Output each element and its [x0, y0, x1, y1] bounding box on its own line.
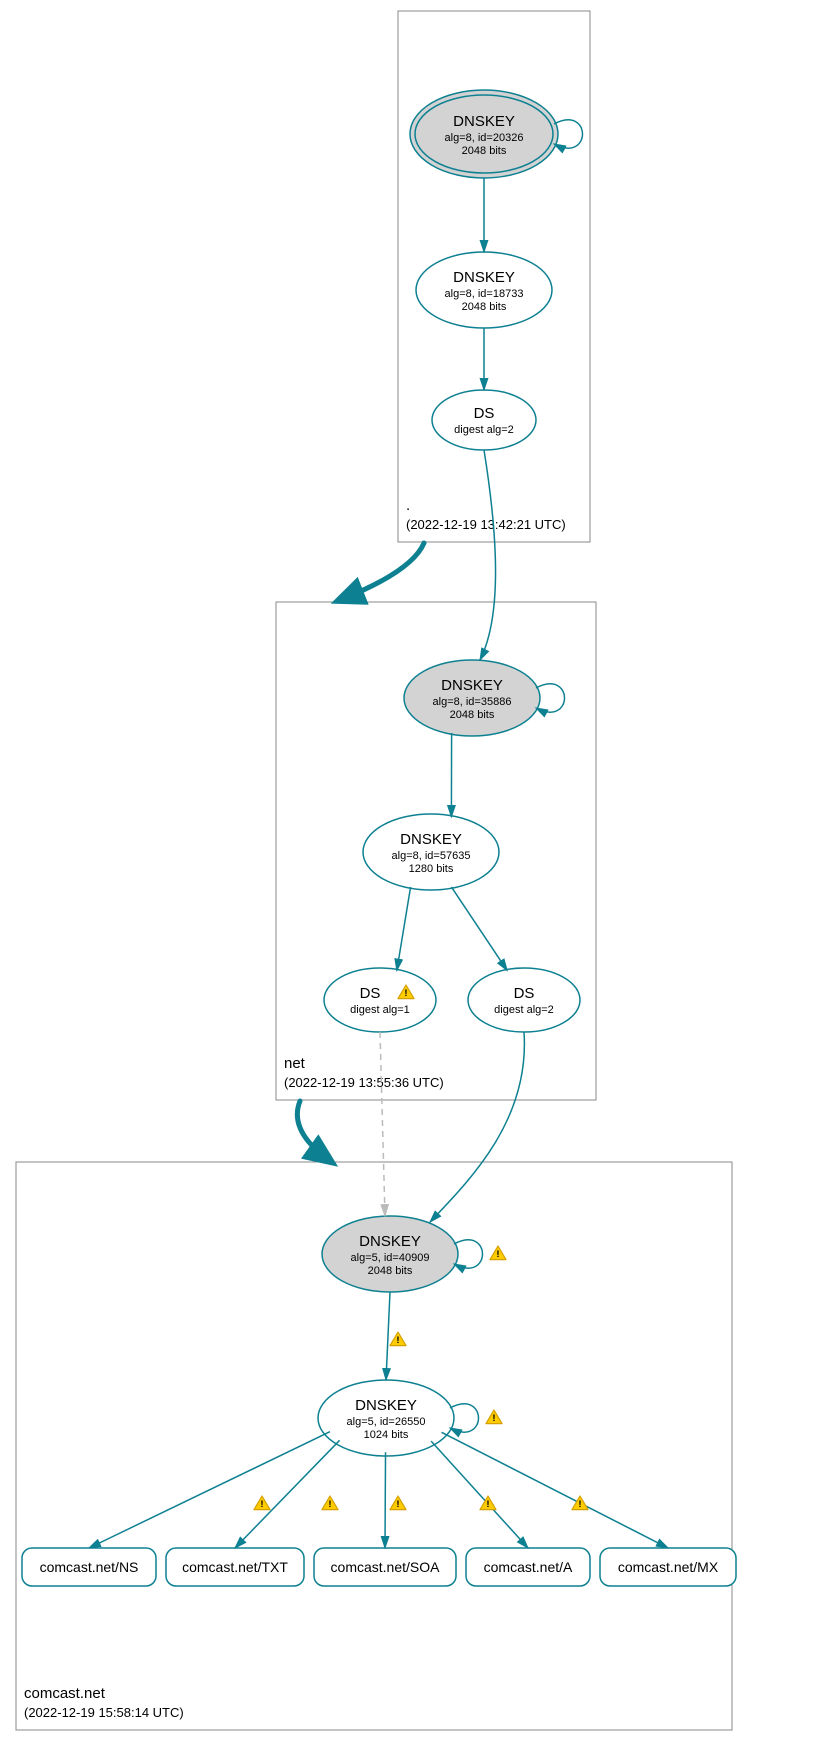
rrset-label: comcast.net/SOA	[331, 1559, 441, 1575]
svg-text:DNSKEY: DNSKEY	[453, 269, 515, 286]
svg-text:2048 bits: 2048 bits	[462, 301, 507, 313]
svg-text:1280 bits: 1280 bits	[409, 863, 454, 875]
svg-text:!: !	[496, 1249, 499, 1260]
svg-text:DNSKEY: DNSKEY	[359, 1233, 421, 1250]
svg-text:alg=8, id=20326: alg=8, id=20326	[445, 132, 524, 144]
node-comcast-ksk: DNSKEY alg=5, id=409092048 bits	[322, 1216, 458, 1292]
node-net-ksk: DNSKEY alg=8, id=358862048 bits	[404, 660, 540, 736]
svg-text:alg=8, id=57635: alg=8, id=57635	[392, 850, 471, 862]
edge	[397, 887, 411, 971]
warning-icon: !	[390, 1332, 406, 1346]
node-root-ksk: DNSKEY alg=8, id=203262048 bits	[410, 90, 558, 178]
edge	[235, 1440, 340, 1548]
warning-icon: !	[572, 1496, 588, 1510]
svg-text:digest alg=1: digest alg=1	[350, 1004, 410, 1016]
svg-text:!: !	[404, 988, 407, 999]
svg-text:digest alg=2: digest alg=2	[494, 1004, 554, 1016]
svg-text:2048 bits: 2048 bits	[450, 709, 495, 721]
svg-text:DNSKEY: DNSKEY	[441, 677, 503, 694]
edge	[89, 1432, 330, 1548]
svg-text:!: !	[260, 1499, 263, 1510]
zone-label-comcast: comcast.net	[24, 1685, 106, 1702]
svg-text:!: !	[486, 1499, 489, 1510]
svg-text:DNSKEY: DNSKEY	[400, 831, 462, 848]
edge	[430, 1032, 524, 1222]
svg-text:alg=8, id=35886: alg=8, id=35886	[433, 696, 512, 708]
warning-icon: !	[254, 1496, 270, 1510]
svg-text:DS: DS	[360, 985, 381, 1002]
edge	[451, 887, 507, 971]
edge	[386, 1292, 390, 1380]
zone-delegation-edge	[297, 1101, 330, 1161]
svg-text:DS: DS	[474, 405, 495, 422]
edge	[431, 1441, 528, 1548]
dnssec-diagram: . (2022-12-19 13:42:21 UTC) DNSKEY alg=8, i…	[0, 0, 832, 1742]
svg-text:!: !	[396, 1499, 399, 1510]
edge	[480, 450, 496, 660]
warning-icon: !	[390, 1496, 406, 1510]
warning-icon: !	[486, 1410, 502, 1424]
svg-text:!: !	[396, 1335, 399, 1346]
zone-label-root: .	[406, 497, 410, 514]
svg-text:1024 bits: 1024 bits	[364, 1429, 409, 1441]
zone-label-net: net	[284, 1055, 306, 1072]
edge-dashed	[380, 1032, 385, 1216]
edge	[385, 1452, 386, 1548]
rrset-label: comcast.net/A	[484, 1559, 573, 1575]
warning-icon: !	[322, 1496, 338, 1510]
rrset-label: comcast.net/TXT	[182, 1559, 288, 1575]
rrset-label: comcast.net/NS	[40, 1559, 139, 1575]
zone-delegation-edge	[340, 543, 424, 600]
svg-text:DS: DS	[514, 985, 535, 1002]
rrset-label: comcast.net/MX	[618, 1559, 719, 1575]
svg-text:2048 bits: 2048 bits	[462, 145, 507, 157]
svg-text:2048 bits: 2048 bits	[368, 1265, 413, 1277]
svg-text:alg=8, id=18733: alg=8, id=18733	[445, 288, 524, 300]
svg-text:alg=5, id=40909: alg=5, id=40909	[351, 1252, 430, 1264]
node-net-ds1: DS! digest alg=1	[324, 968, 436, 1032]
svg-text:alg=5, id=26550: alg=5, id=26550	[347, 1416, 426, 1428]
svg-text:DNSKEY: DNSKEY	[453, 113, 515, 130]
svg-text:digest alg=2: digest alg=2	[454, 424, 514, 436]
svg-text:!: !	[328, 1499, 331, 1510]
zone-timestamp-net: (2022-12-19 13:55:36 UTC)	[284, 1075, 444, 1090]
node-root-zsk: DNSKEY alg=8, id=187332048 bits	[416, 252, 552, 328]
node-net-zsk: DNSKEY alg=8, id=576351280 bits	[363, 814, 499, 890]
svg-text:DNSKEY: DNSKEY	[355, 1397, 417, 1414]
node-root-ds: DS digest alg=2	[432, 390, 536, 450]
node-net-ds2: DS digest alg=2	[468, 968, 580, 1032]
warning-icon: !	[490, 1246, 506, 1260]
svg-text:!: !	[492, 1413, 495, 1424]
zone-timestamp-comcast: (2022-12-19 15:58:14 UTC)	[24, 1705, 184, 1720]
svg-text:!: !	[578, 1499, 581, 1510]
zone-timestamp-root: (2022-12-19 13:42:21 UTC)	[406, 517, 566, 532]
